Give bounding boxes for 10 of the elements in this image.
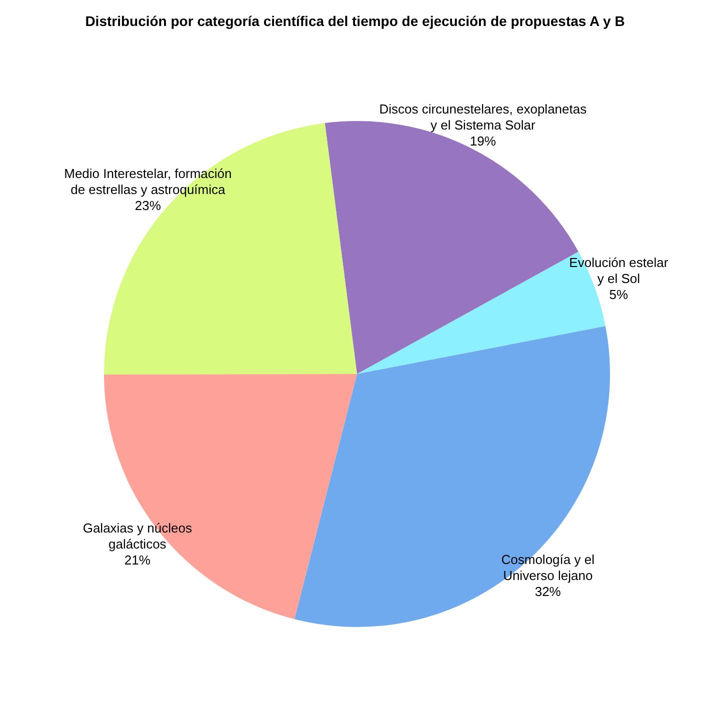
data-label: 21% xyxy=(124,552,151,568)
data-label: 5% xyxy=(609,286,629,302)
data-label: 23% xyxy=(134,198,162,213)
slice-label: Discos circunestelares, exoplanetas y el Sistema Solar xyxy=(379,101,588,132)
slice-label: Evolución estelar y el Sol xyxy=(569,254,669,286)
chart-title: Distribución por categoría científica del tiempo de ejecución de propuestas A y B xyxy=(85,12,625,29)
slice-label: Galaxias y núcleos galácticos xyxy=(82,520,192,552)
slice-label: Medio Interestelar, formación de estrellas y astroquímica xyxy=(64,166,232,197)
data-label: 19% xyxy=(470,133,496,148)
data-label: 32% xyxy=(534,584,562,600)
